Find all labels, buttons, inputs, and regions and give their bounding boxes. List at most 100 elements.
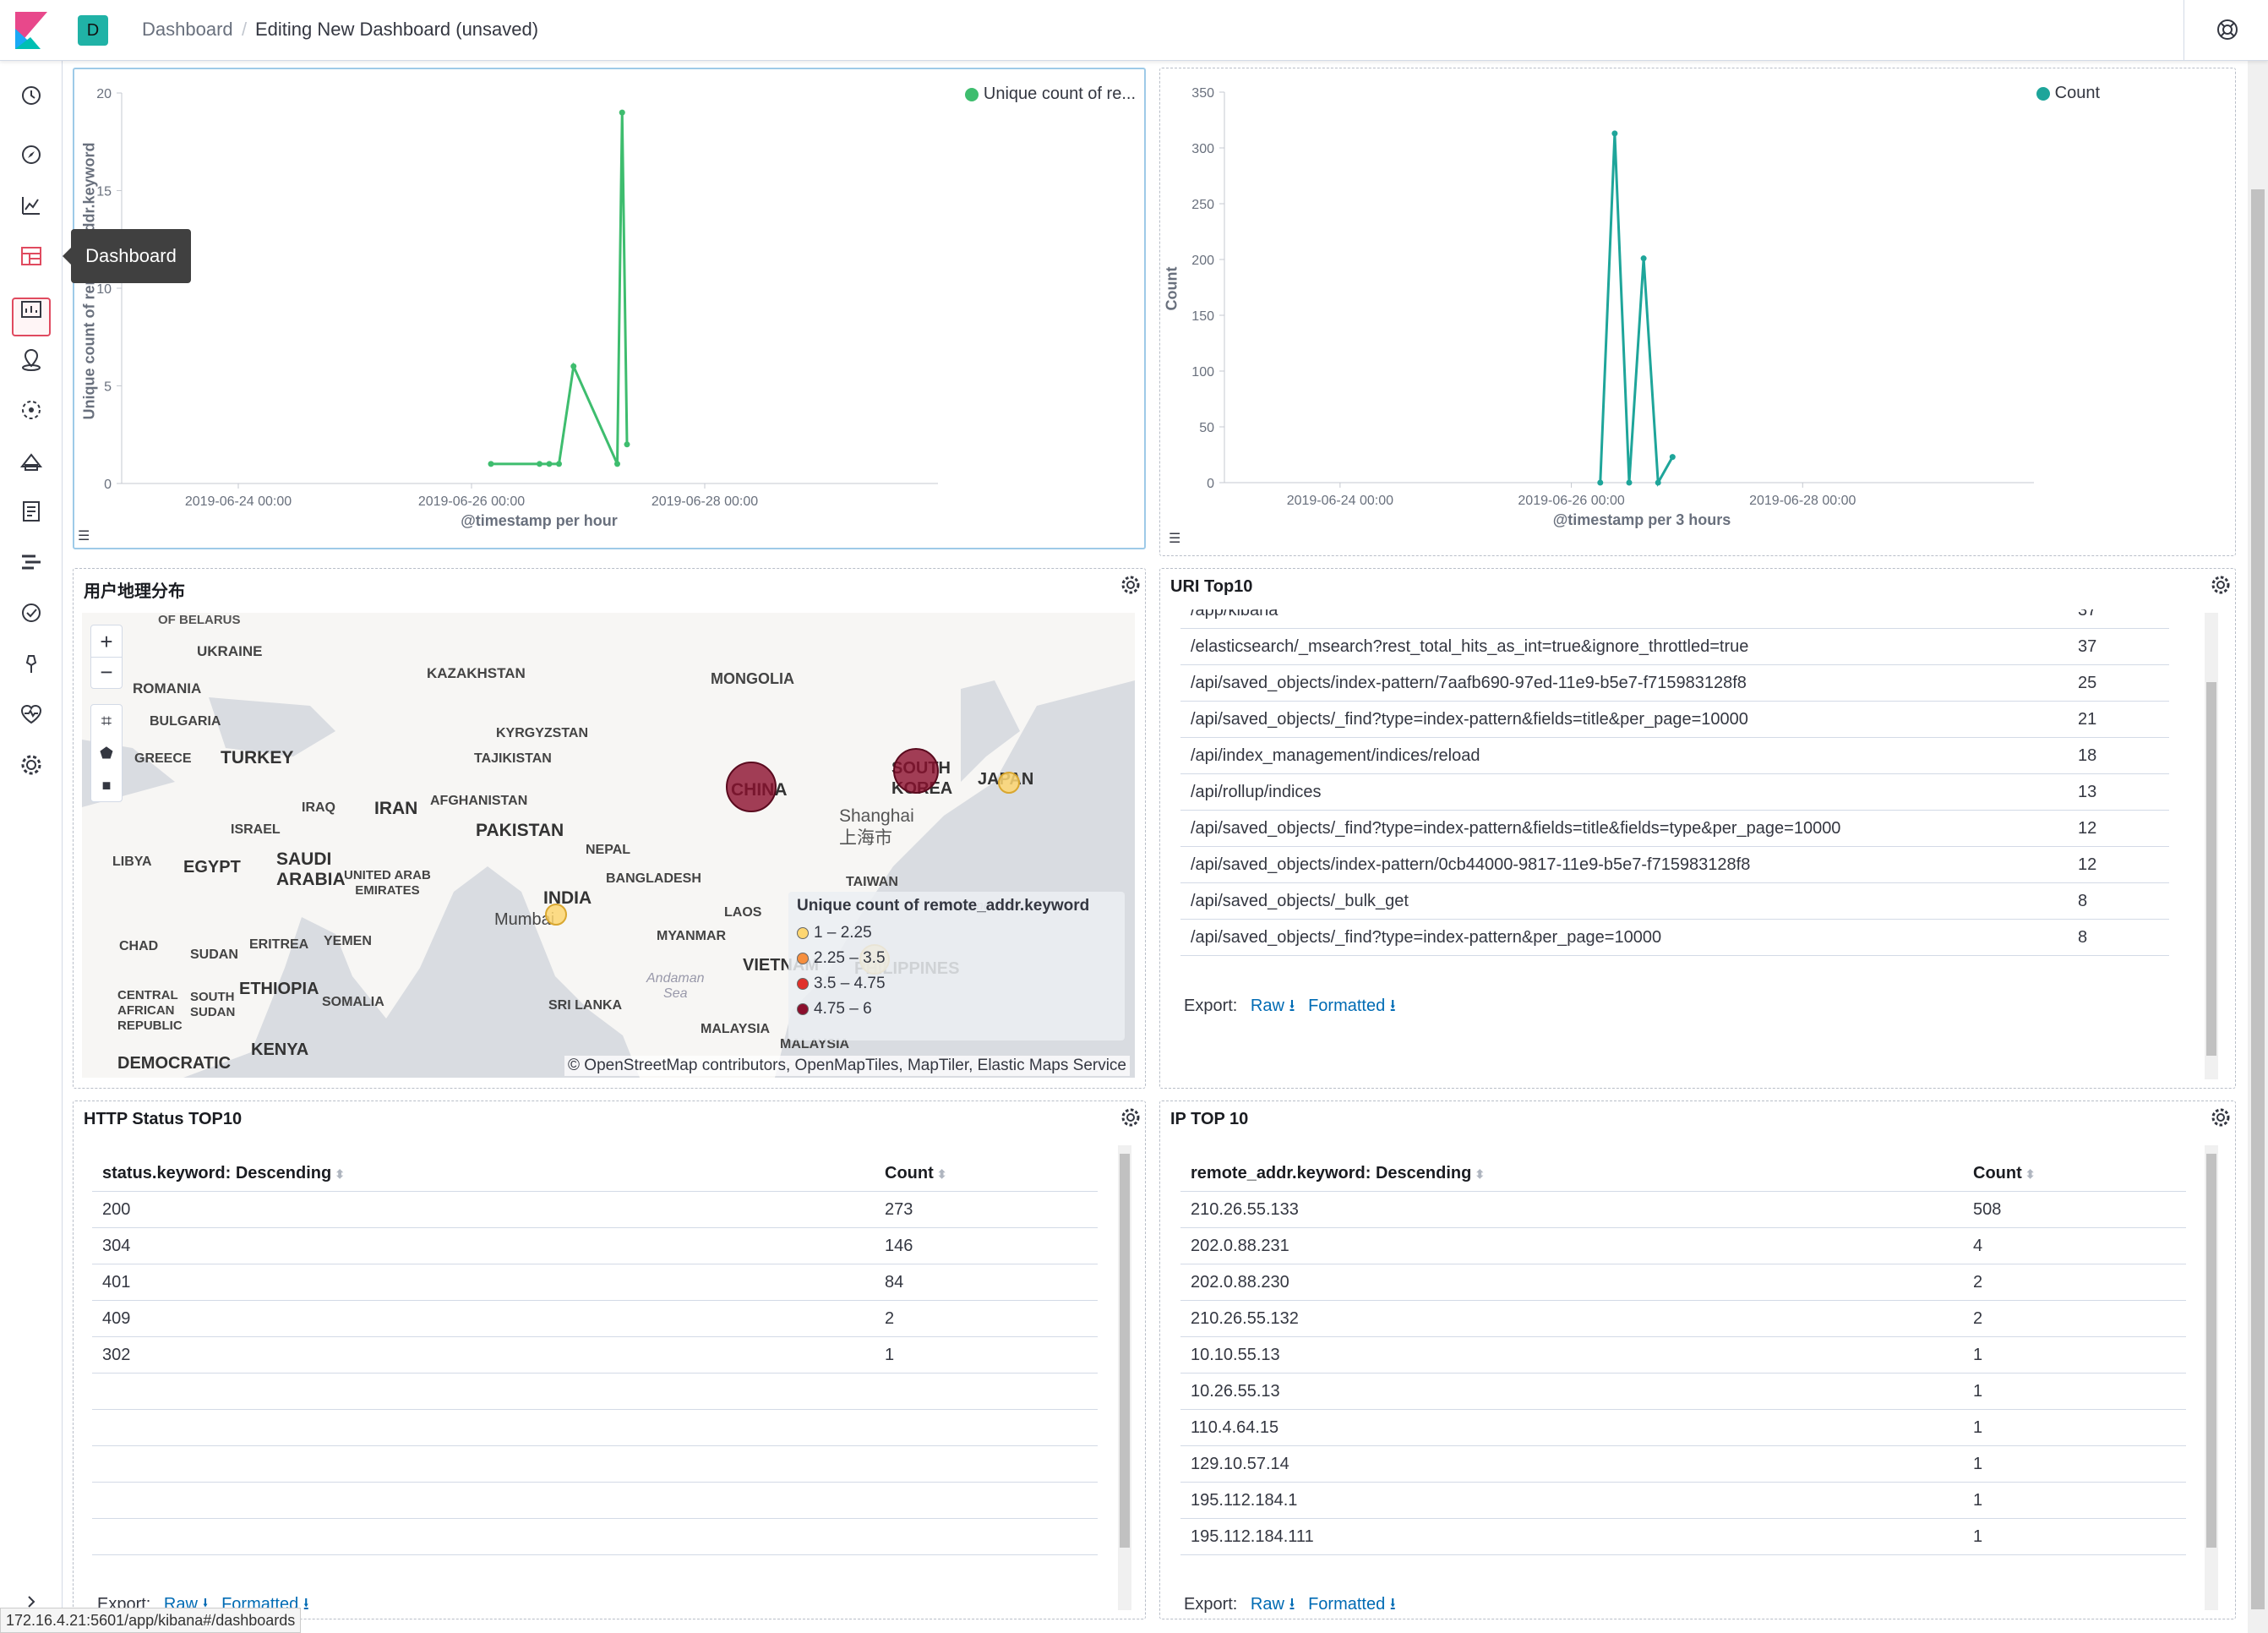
uri-table: /app/kibana 37/elasticsearch/_msearch?res… (1180, 609, 2186, 998)
column-header[interactable]: Count ⬍ (885, 1164, 947, 1182)
panel-options-gear-icon[interactable] (2210, 1106, 2232, 1128)
panel-options-gear-icon[interactable] (1120, 1106, 1142, 1128)
breadcrumb-dashboard[interactable]: Dashboard (142, 19, 233, 40)
ip-top10-panel[interactable]: IP TOP 10 remote_addr.keyword: Descendin… (1159, 1100, 2236, 1619)
table-row: 210.26.55.133 508 (1180, 1192, 2186, 1228)
dev-tools-icon[interactable] (17, 649, 46, 678)
map-canvas[interactable]: OF BELARUS UKRAINE ROMANIA BULGARIA GREE… (82, 613, 1135, 1078)
map-bubble-korea[interactable] (893, 748, 939, 794)
data-point[interactable] (1611, 130, 1618, 137)
count-panel[interactable]: Count 350 300 250 200 150 100 50 0 2019-06-24 00… (1159, 68, 2236, 556)
monitoring-icon[interactable] (17, 700, 46, 729)
apm-icon[interactable] (17, 548, 46, 576)
dashboard-icon[interactable] (17, 242, 46, 270)
data-point[interactable] (488, 461, 494, 467)
rectangle-draw-icon[interactable]: ■ (101, 777, 112, 794)
data-point[interactable] (1669, 454, 1676, 461)
ip-table-scrollbar[interactable] (2205, 1145, 2218, 1610)
collapse-nav-icon[interactable] (17, 1587, 46, 1608)
table-cell-count: 37 (2078, 609, 2097, 620)
page-scrollbar-thumb[interactable] (2251, 189, 2265, 1609)
page-scrollbar[interactable] (2248, 61, 2268, 1633)
export-raw-link[interactable]: Raw ⭳ (1250, 997, 1295, 1015)
maps-icon[interactable] (17, 345, 46, 374)
visualize-icon[interactable] (17, 191, 46, 220)
management-gear-icon[interactable] (17, 751, 46, 779)
map-label: Shanghai 上海市 (839, 806, 914, 848)
scrollbar-thumb[interactable] (2206, 682, 2216, 1056)
zoom-in-button[interactable]: + (91, 625, 122, 658)
breadcrumb-current: Editing New Dashboard (unsaved) (255, 19, 539, 40)
y-axis-title: Count (1163, 266, 1180, 311)
table-row: 10.26.55.13 1 (1180, 1374, 2186, 1410)
data-point[interactable] (1597, 479, 1604, 486)
map-label: ERITREA (249, 937, 309, 952)
data-point[interactable] (624, 441, 630, 448)
export-raw-link[interactable]: Raw ⭳ (1250, 1595, 1295, 1614)
map-bubble-japan[interactable] (998, 772, 1020, 794)
map-label: SAUDI ARABIA (276, 849, 346, 889)
panel-options-gear-icon[interactable] (1120, 574, 1142, 596)
table-cell-uri: /api/rollup/indices (1191, 783, 1322, 801)
legend-toggle-icon[interactable]: ☰ (1169, 532, 1181, 546)
logs-icon[interactable] (17, 497, 46, 526)
unique-count-panel[interactable]: Unique count of re... 20 15 10 5 0 2019-06-24… (73, 68, 1146, 549)
data-point[interactable] (1655, 479, 1661, 486)
zoom-out-button[interactable]: − (100, 659, 113, 685)
legend-toggle-icon[interactable]: ☰ (78, 529, 90, 543)
column-header[interactable]: status.keyword: Descending ⬍ (102, 1164, 345, 1182)
map-attribution[interactable]: © OpenStreetMap contributors, OpenMapTil… (564, 1056, 1130, 1076)
map-bubble-china[interactable] (726, 762, 777, 812)
map-label: SRI LANKA (548, 998, 623, 1013)
data-point[interactable] (619, 109, 625, 116)
table-cell-count: 37 (2078, 637, 2097, 656)
table-row (92, 1374, 1098, 1410)
map-bubble-mumbai[interactable] (545, 904, 567, 926)
data-point[interactable] (1640, 255, 1647, 262)
map-legend-item: 4.75 – 6 (797, 997, 1116, 1022)
table-cell-count: 8 (2078, 928, 2088, 947)
map-label: ROMANIA (133, 680, 202, 696)
chart-legend[interactable]: Count (2036, 84, 2100, 103)
table-cell-key: 110.4.64.15 (1191, 1418, 1279, 1437)
legend-dot (964, 87, 979, 101)
data-point[interactable] (614, 461, 620, 467)
export-label: Export: (1184, 997, 1238, 1015)
canvas-icon[interactable] (17, 294, 46, 323)
legend-range-label: 2.25 – 3.5 (814, 949, 886, 967)
column-header[interactable]: remote_addr.keyword: Descending ⬍ (1191, 1164, 1486, 1182)
table-cell-count: 2 (1973, 1273, 1983, 1292)
uptime-icon[interactable] (17, 598, 46, 627)
polygon-draw-icon[interactable]: ⬟ (100, 745, 113, 762)
recently-viewed-icon[interactable] (17, 81, 46, 110)
help-button[interactable] (2183, 0, 2268, 61)
kibana-logo-icon[interactable] (15, 12, 47, 49)
map-label: LAOS (724, 905, 762, 920)
data-point[interactable] (1626, 479, 1633, 486)
column-header[interactable]: Count ⬍ (1973, 1164, 2036, 1182)
map-panel[interactable]: 用户地理分布 OF BELARUS UKRAINE ROMANIA BULGAR… (73, 568, 1146, 1089)
http-table-scrollbar[interactable] (1118, 1145, 1131, 1610)
scrollbar-thumb[interactable] (1120, 1154, 1130, 1548)
data-point[interactable] (556, 461, 562, 467)
panel-options-gear-icon[interactable] (2210, 574, 2232, 596)
infrastructure-icon[interactable] (17, 446, 46, 475)
table-cell-count: 18 (2078, 746, 2097, 765)
map-legend-title: Unique count of remote_addr.keyword (797, 897, 1090, 915)
scrollbar-thumb[interactable] (2206, 1154, 2216, 1548)
data-point[interactable] (546, 461, 553, 467)
discover-icon[interactable] (17, 140, 46, 169)
uri-top10-panel[interactable]: URI Top10 /app/kibana 37/elasticsearch/_m… (1159, 568, 2236, 1089)
export-formatted-link[interactable]: Formatted ⭳ (1308, 1595, 1396, 1614)
data-point[interactable] (570, 363, 577, 369)
space-avatar[interactable]: D (78, 15, 108, 46)
table-cell-count: 1 (885, 1346, 895, 1364)
export-formatted-link[interactable]: Formatted ⭳ (1308, 997, 1396, 1015)
crop-fit-icon[interactable]: ⌗ (101, 710, 112, 731)
table-cell-count: 4 (1973, 1237, 1983, 1255)
machine-learning-icon[interactable] (17, 396, 46, 424)
uri-table-scrollbar[interactable] (2205, 613, 2218, 1079)
data-point[interactable] (537, 461, 542, 467)
http-status-panel[interactable]: HTTP Status TOP10 status.keyword: Descen… (73, 1100, 1146, 1619)
chart-legend[interactable]: Unique count of re... (964, 85, 1136, 104)
